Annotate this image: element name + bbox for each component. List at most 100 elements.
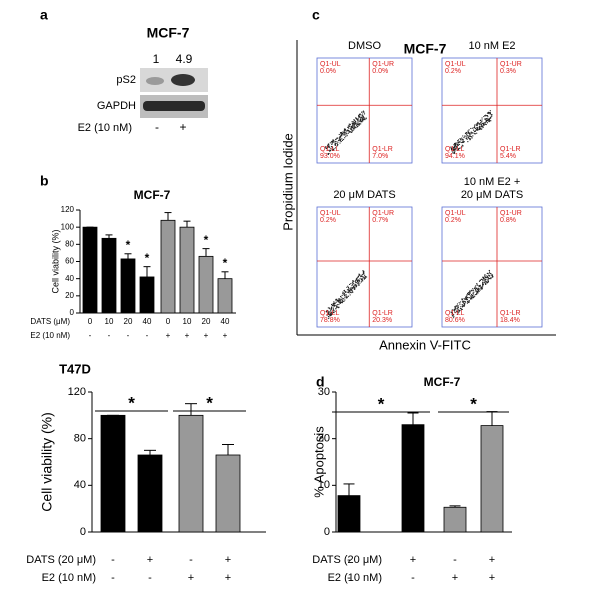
- significance: *: [378, 394, 385, 413]
- x-tick-label: +: [185, 331, 190, 340]
- event-dot: [346, 129, 348, 131]
- event-dot: [481, 120, 483, 123]
- event-dot: [470, 136, 473, 138]
- event-dot: [335, 138, 337, 141]
- event-dot: [471, 137, 473, 139]
- event-dot: [461, 306, 464, 308]
- event-dot: [485, 123, 487, 126]
- event-dot: [344, 131, 346, 134]
- event-dot: [488, 270, 491, 272]
- quadrant-value: 0.2%: [445, 68, 461, 75]
- event-dot: [462, 139, 464, 141]
- y-tick-label: 0: [80, 526, 86, 538]
- event-dot: [477, 290, 479, 292]
- quadrant-name: Q1-UR: [372, 210, 394, 217]
- quadrant-name: Q1-UL: [320, 61, 341, 68]
- event-dot: [331, 311, 333, 314]
- event-dot: [355, 126, 357, 129]
- significance: *: [206, 393, 213, 412]
- event-dot: [358, 122, 360, 124]
- event-dot: [356, 119, 358, 121]
- flow-plot-frame: [316, 206, 413, 328]
- event-dot: [333, 139, 335, 141]
- bar: [101, 237, 117, 314]
- y-tick-label: 30: [318, 386, 330, 398]
- flow-plot-frame: [441, 206, 543, 328]
- y-tick-label: 60: [65, 257, 74, 266]
- x-tick-label: -: [89, 331, 92, 340]
- event-dot: [476, 287, 478, 290]
- event-dot: [353, 280, 355, 282]
- flow-plot-frame: [316, 57, 413, 164]
- event-dot: [480, 278, 482, 281]
- treatment-sign: -: [155, 120, 159, 134]
- event-dot: [331, 140, 334, 143]
- event-dot: [487, 280, 489, 282]
- event-dot: [470, 131, 472, 133]
- event-dot: [480, 286, 482, 288]
- event-dot: [478, 122, 480, 125]
- flow-plot-label: 20 μM DATS: [333, 189, 395, 201]
- x-row-label: DATS (μM): [30, 317, 70, 326]
- event-dot: [479, 289, 481, 291]
- flow-x-label: Annexin V-FITC: [379, 337, 471, 352]
- x-tick-label: +: [188, 572, 194, 584]
- event-dot: [338, 300, 340, 302]
- event-dot: [357, 122, 359, 124]
- quadrant-name: Q1-LR: [500, 310, 521, 317]
- event-dot: [466, 131, 468, 134]
- event-dot: [333, 301, 335, 303]
- event-dot: [362, 272, 365, 274]
- event-dot: [465, 295, 467, 298]
- x-tick-label: +: [204, 331, 209, 340]
- event-dot: [472, 135, 474, 137]
- quadrant-value: 20.3%: [372, 317, 392, 324]
- event-dot: [481, 119, 483, 121]
- event-dot: [474, 293, 476, 296]
- event-dot: [328, 317, 330, 320]
- y-tick-label: 100: [61, 222, 75, 231]
- event-dot: [467, 141, 469, 143]
- event-dot: [459, 301, 462, 303]
- event-dot: [477, 287, 479, 289]
- event-dot: [482, 282, 484, 284]
- event-dot: [463, 304, 465, 307]
- event-dot: [456, 313, 458, 316]
- x-row-label: E2 (10 nM): [328, 572, 382, 584]
- event-dot: [352, 291, 354, 293]
- event-dot: [462, 140, 464, 142]
- event-dot: [361, 119, 363, 122]
- event-dot: [467, 136, 469, 138]
- blot-title: MCF-7: [147, 25, 190, 41]
- event-dot: [472, 132, 474, 134]
- y-tick-label: 80: [65, 239, 74, 248]
- event-dot: [351, 131, 353, 133]
- event-dot: [347, 132, 349, 134]
- event-dot: [330, 313, 332, 315]
- event-dot: [364, 276, 366, 278]
- event-dot: [327, 144, 329, 146]
- band-label: pS2: [116, 74, 136, 86]
- event-dot: [461, 141, 464, 144]
- bar: [139, 276, 155, 314]
- event-dot: [473, 291, 475, 293]
- event-dot: [351, 121, 353, 123]
- event-dot: [464, 135, 466, 137]
- event-dot: [459, 138, 461, 140]
- event-dot: [455, 305, 457, 307]
- event-dot: [489, 117, 492, 119]
- event-dot: [466, 294, 468, 296]
- event-dot: [351, 130, 353, 132]
- event-dot: [355, 123, 357, 125]
- event-dot: [471, 296, 473, 298]
- event-dot: [478, 126, 480, 128]
- event-dot: [324, 146, 327, 148]
- event-dot: [459, 310, 461, 312]
- bar: [215, 454, 241, 533]
- quadrant-value: 93.0%: [320, 153, 340, 160]
- event-dot: [451, 312, 454, 315]
- event-dot: [330, 308, 332, 311]
- y-tick-label: 0: [324, 526, 330, 538]
- event-dot: [341, 133, 343, 135]
